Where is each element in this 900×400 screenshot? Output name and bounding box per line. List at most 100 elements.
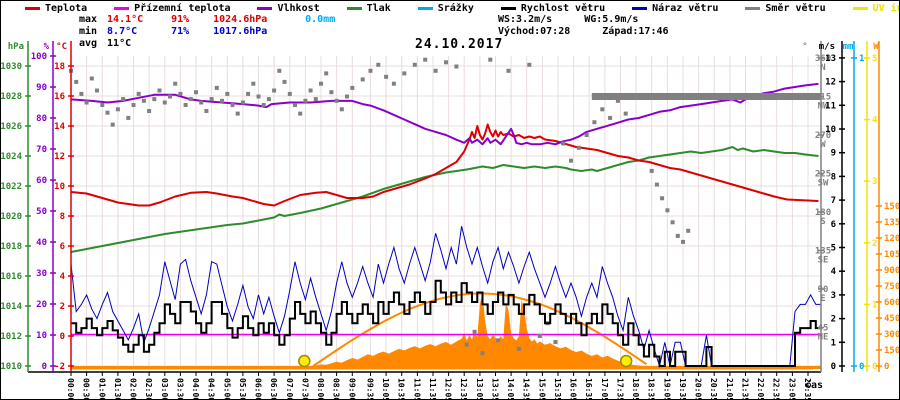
- ms-tick-label: 7: [831, 196, 836, 206]
- legend-item-srazky: Srážky: [417, 3, 474, 14]
- legend-item-tlak: Tlak: [346, 3, 391, 14]
- hpa-tick-label: 1014: [1, 302, 23, 312]
- smer-vetru-line-swatch: [745, 7, 761, 10]
- max-label: max: [79, 14, 98, 25]
- ms-tick-label: 0: [831, 362, 836, 372]
- x-tick-label: 11:35: [428, 378, 437, 400]
- sunrise-marker: [298, 354, 311, 368]
- pct-tick-label: 90: [36, 83, 47, 93]
- temp-tick-label: 0: [60, 332, 65, 342]
- dir-tick-label: 315: [815, 93, 831, 103]
- mm-tick-label: 0: [859, 362, 864, 372]
- x-tick-label: 17:05: [600, 378, 609, 400]
- w-axis-title: W: [873, 42, 879, 52]
- w-tick-label: 0: [884, 362, 889, 372]
- w-tick-label: 600: [884, 298, 900, 308]
- x-tick-label: 21:35: [741, 378, 750, 400]
- dir-tick-name: E: [820, 294, 825, 304]
- x-tick-label: 02:00: [129, 378, 138, 400]
- ms-tick-label: 6: [831, 220, 836, 230]
- ms-tick-label: 13: [825, 54, 836, 64]
- legend-item-prizemni-teplota: Přízemní teplota: [114, 3, 230, 14]
- mm-axis-title: mm: [843, 42, 854, 52]
- x-tick-label: 10:35: [397, 378, 406, 400]
- x-tick-label: 13:35: [491, 378, 500, 400]
- x-tick-label: 21:05: [725, 378, 734, 400]
- dir-tick-label: 45: [818, 324, 829, 334]
- w-tick-label: 1350: [884, 218, 900, 228]
- legend-item-naraz-vetru: Náraz větru: [632, 3, 718, 14]
- pct-tick-label: 70: [36, 145, 47, 155]
- ms-tick-label: 4: [831, 267, 837, 277]
- legend-label: Tlak: [366, 3, 391, 14]
- x-tick-label: 10:05: [381, 378, 390, 400]
- x-tick-label: 03:00: [160, 378, 169, 400]
- legend-item-vlhkost: Vlhkost: [257, 3, 320, 14]
- w-tick-label: 750: [884, 282, 900, 292]
- uv-tick-label: 3: [872, 177, 877, 187]
- x-tick-label: 20:05: [694, 378, 703, 400]
- temp-tick-label: 12: [54, 152, 65, 162]
- pct-tick-label: 100: [31, 52, 47, 62]
- x-tick-label: 19:05: [662, 378, 671, 400]
- x-tick-label: 13:05: [475, 378, 484, 400]
- x-tick-label: 00:30: [82, 378, 91, 400]
- legend-label: Směr větru: [765, 3, 826, 14]
- x-tick-label: 00:00: [66, 378, 75, 400]
- x-tick-label: 23:35: [803, 378, 812, 400]
- pct-tick-label: 80: [36, 114, 47, 124]
- legend-label: Teplota: [45, 3, 88, 14]
- chart-date-title: 24.10.2017: [415, 37, 504, 52]
- hpa-tick-label: 1024: [1, 152, 23, 162]
- temp-tick-label: 10: [54, 182, 65, 192]
- temp-tick-label: 8: [60, 212, 65, 222]
- pct-tick-label: 0: [42, 362, 47, 372]
- x-tick-label: 07:30: [300, 378, 309, 400]
- x-tick-label: 12:35: [459, 378, 468, 400]
- legend-label: Přízemní teplota: [134, 3, 231, 14]
- hpa-axis-title: hPa: [8, 42, 24, 52]
- temp-tick-label: 18: [54, 62, 65, 72]
- stats-minmax: max 14.1°C 91% 1024.6hPa 0.0mm min 8.7°C…: [79, 14, 335, 50]
- legend-item-smer-vetru: Směr větru: [745, 3, 826, 14]
- temp-tick-label: -2: [54, 362, 65, 372]
- dir-tick-label: 180: [815, 208, 831, 218]
- min-temp: 8.7°C: [107, 26, 138, 37]
- w-tick-label: 150: [884, 346, 900, 356]
- x-tick-label: 09:35: [366, 378, 375, 400]
- ms-tick-label: 1: [831, 338, 836, 348]
- pct-tick-label: 50: [36, 207, 47, 217]
- min-label: min: [79, 26, 98, 37]
- ms-tick-label: 2: [831, 315, 836, 325]
- ms-tick-label: 11: [825, 101, 836, 111]
- max-humidity: 91%: [171, 14, 190, 25]
- x-tick-label: 14:05: [506, 378, 515, 400]
- legend-item-teplota: Teplota: [25, 3, 87, 14]
- dir-tick-label: 135: [815, 247, 831, 257]
- x-tick-label: 05:00: [222, 378, 231, 400]
- pct-axis-title: %: [44, 42, 50, 52]
- srazky-line-swatch: [417, 7, 433, 10]
- x-tick-label: 18:35: [647, 378, 656, 400]
- pct-tick-label: 40: [36, 238, 47, 248]
- vlhkost-line-swatch: [257, 7, 273, 10]
- temp-axis-title: °C: [56, 42, 67, 52]
- ms-tick-label: 12: [825, 78, 836, 88]
- dir-tick-name: NW: [818, 102, 829, 112]
- stats-wind-sun: WS:3.2m/s WG:5.9m/s Východ:07:28 Západ:1…: [498, 14, 669, 38]
- x-tick-label: 03:30: [175, 378, 184, 400]
- x-tick-label: 20:35: [709, 378, 718, 400]
- dir-tick-name: W: [820, 140, 826, 150]
- min-pressure: 1017.6hPa: [213, 26, 268, 37]
- avg-label: avg: [79, 38, 98, 49]
- dir-tick-label: 225: [815, 170, 831, 180]
- rychlost-vetru-line-swatch: [500, 7, 516, 10]
- mm-tick-label: 1: [859, 54, 864, 64]
- legend-label: Náraz větru: [652, 3, 719, 14]
- w-tick-label: 1050: [884, 250, 900, 260]
- ms-tick-label: 10: [825, 125, 836, 135]
- uv-tick-label: 5: [872, 54, 877, 64]
- legend-item-rychlost-vetru: Rychlost větru: [500, 3, 605, 14]
- teplota-line-swatch: [25, 7, 40, 10]
